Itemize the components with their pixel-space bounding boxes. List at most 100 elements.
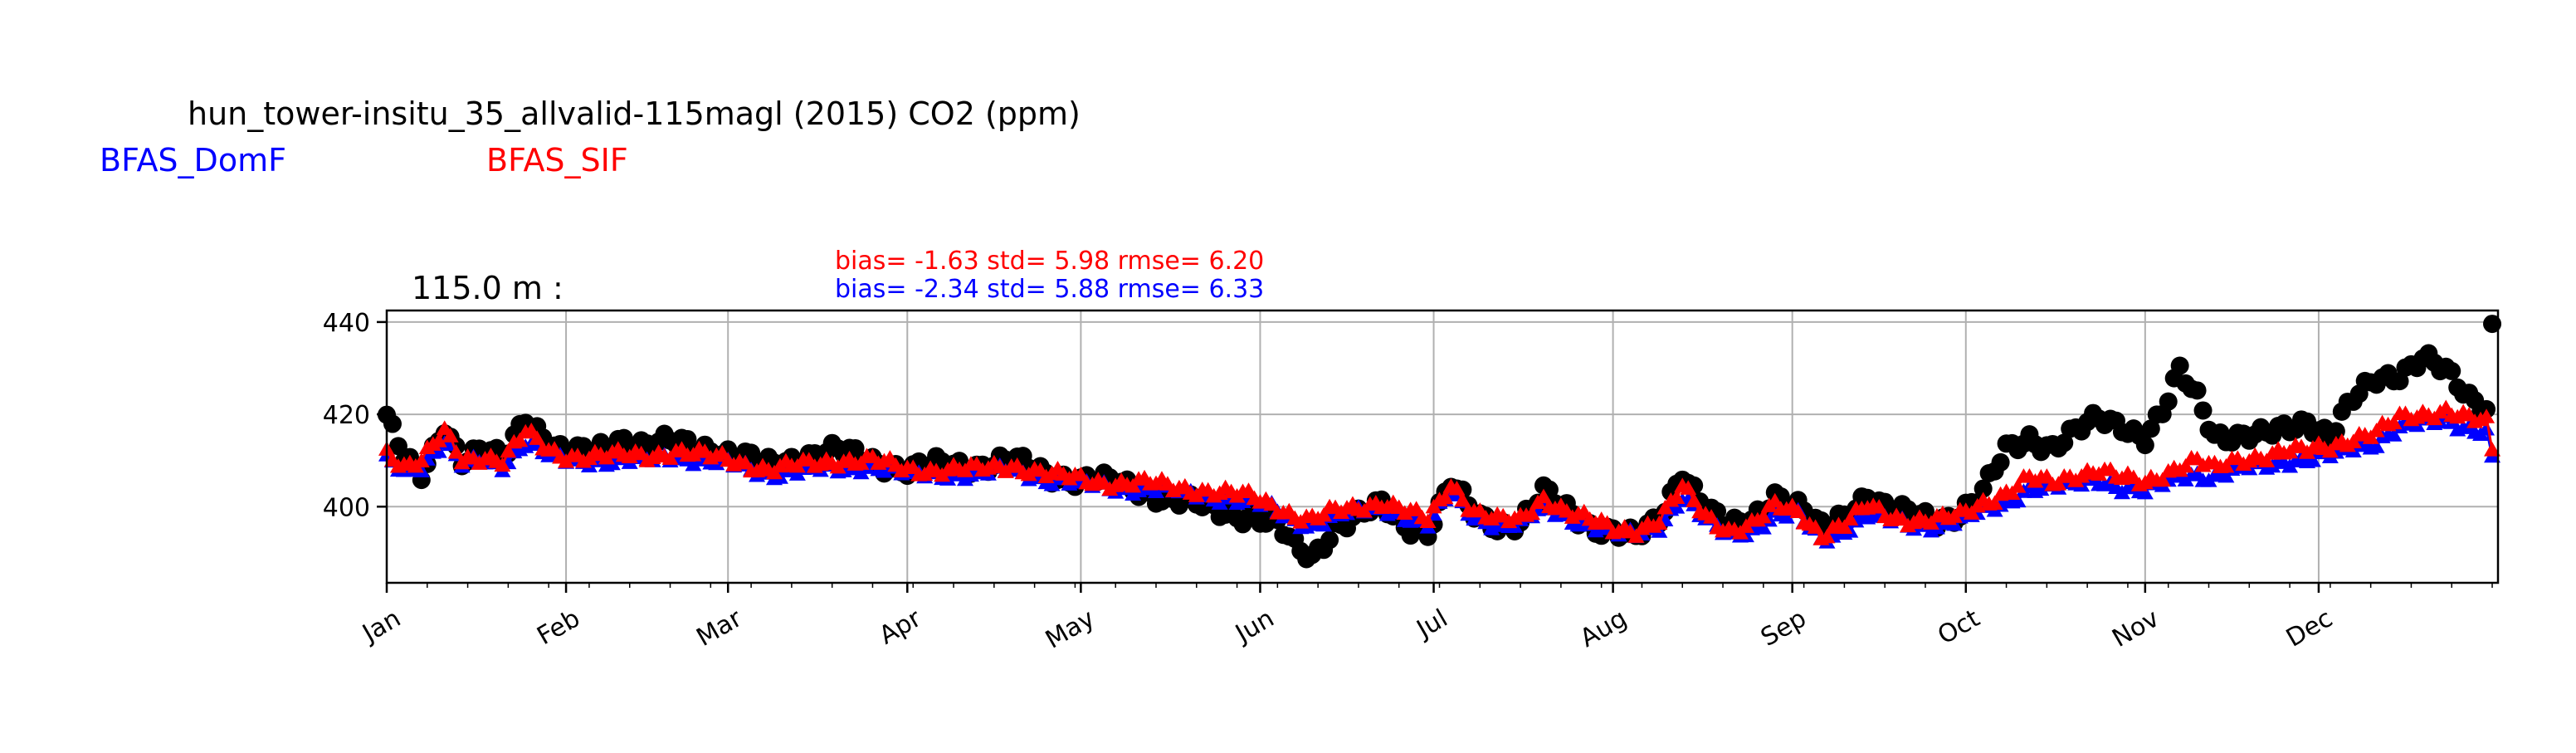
data-point [447, 444, 465, 459]
series-bfas_sif [378, 399, 2501, 545]
data-point [1437, 489, 1454, 505]
data-point [2009, 478, 2027, 493]
data-point [1454, 491, 1471, 507]
data-point [529, 430, 546, 445]
data-point [2304, 452, 2321, 467]
data-point [1534, 488, 1552, 504]
data-point [1754, 508, 1772, 524]
series-observed [378, 315, 2502, 569]
data-point [1789, 503, 1807, 519]
data-point [412, 452, 430, 468]
stats-domf: bias= -2.34 std= 5.88 rmse= 6.33 [835, 275, 1264, 304]
data-point [1991, 452, 2010, 472]
data-point [2368, 438, 2385, 453]
x-tick-label: Nov [2107, 604, 2164, 653]
data-point [2217, 457, 2235, 473]
legend-entry-domf: BFAS_DomF [100, 142, 286, 178]
data-point [2193, 401, 2213, 420]
data-point [1754, 520, 1772, 535]
data-point [2136, 484, 2154, 500]
data-point [2135, 436, 2154, 455]
data-point [1651, 515, 1668, 531]
data-point [2483, 315, 2502, 334]
x-tick-label: Jul [1411, 604, 1453, 644]
x-tick-label: Feb [532, 604, 585, 651]
data-point [661, 450, 679, 465]
data-point [1598, 515, 1616, 530]
data-point [2484, 442, 2501, 457]
x-tick-label: Dec [2281, 604, 2338, 653]
legend-entry-sif: BFAS_SIF [486, 142, 628, 178]
data-point [2478, 408, 2496, 423]
data-point [500, 443, 517, 458]
plot-area [378, 315, 2502, 569]
data-point [2055, 433, 2074, 452]
data-point [1680, 480, 1697, 495]
data-point [2141, 419, 2160, 438]
data-point [2177, 457, 2194, 473]
x-tick-label: Aug [1575, 604, 1632, 653]
data-point [1656, 499, 1674, 515]
data-point [1524, 505, 1541, 521]
data-point [2385, 414, 2403, 430]
data-point [1818, 528, 1836, 544]
data-point [2385, 427, 2403, 442]
data-point [1072, 467, 1090, 482]
x-tick-label: Apr [875, 604, 927, 651]
chart-title: hun_tower-insitu_35_allvalid-115magl (20… [188, 95, 1081, 132]
data-point [1807, 519, 1824, 534]
data-point [2321, 443, 2339, 458]
data-point [852, 455, 870, 470]
data-point [388, 437, 407, 456]
data-point [511, 432, 529, 447]
data-point [1263, 496, 1281, 511]
data-point [494, 457, 511, 472]
data-point [442, 428, 459, 443]
x-axis: Jan Feb Mar Apr May Jun Jul Aug Sep Oct Nov Dec [357, 583, 2493, 655]
data-point [2442, 361, 2461, 380]
data-point [546, 441, 564, 456]
data-point [2478, 421, 2496, 436]
data-point [1315, 506, 1333, 522]
data-point [2159, 392, 2178, 411]
data-point [2258, 452, 2276, 467]
data-point [2038, 468, 2056, 483]
x-tick-label: Jun [1229, 604, 1279, 649]
y-tick-label: 440 [323, 309, 370, 338]
data-point [1973, 479, 1993, 498]
data-point [383, 414, 402, 433]
data-point [2170, 356, 2189, 375]
plot-frame [385, 309, 2500, 584]
x-tick-label: Mar [691, 604, 747, 653]
y-tick-label: 400 [323, 493, 370, 522]
data-point [1703, 509, 1720, 524]
y-axis: 400 420 440 [323, 309, 387, 522]
data-point [1842, 511, 1859, 526]
data-point [1448, 481, 1466, 496]
data-point [1419, 513, 1437, 528]
data-point [1986, 495, 2003, 511]
data-point [2390, 372, 2409, 391]
x-tick-label: Jan [357, 604, 406, 648]
data-point [1871, 498, 1888, 514]
data-point [2050, 476, 2067, 491]
data-point [430, 433, 447, 447]
data-point [1836, 519, 1853, 535]
data-point [737, 454, 754, 470]
x-tick-label: Sep [1756, 604, 1811, 653]
data-point [1320, 531, 1339, 550]
data-point [1408, 501, 1425, 516]
y-tick-label: 420 [323, 401, 370, 430]
data-point [2154, 472, 2171, 487]
x-tick-label: May [1041, 604, 1100, 654]
data-point [1686, 492, 1703, 507]
data-point [2188, 381, 2207, 400]
stats-sif: bias= -1.63 std= 5.98 rmse= 6.20 [835, 247, 1264, 276]
data-point [2009, 492, 2027, 508]
height-label: 115.0 m : [412, 270, 564, 306]
data-point [2344, 433, 2362, 448]
data-point [1668, 489, 1686, 504]
data-point [1627, 528, 1645, 543]
data-point [2368, 423, 2385, 438]
